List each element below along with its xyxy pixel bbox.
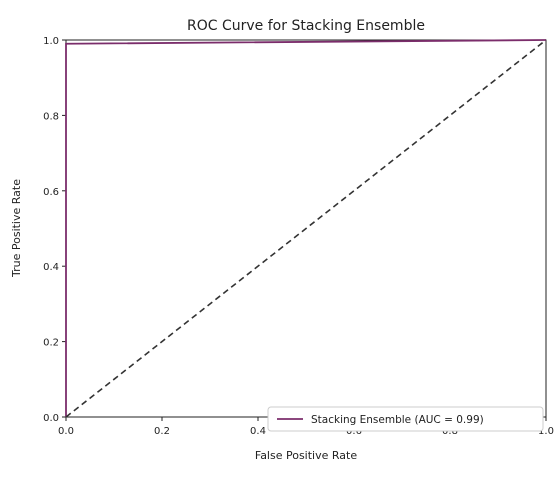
series-group xyxy=(65,39,547,418)
legend: Stacking Ensemble (AUC = 0.99) xyxy=(267,406,544,432)
roc-curve-line xyxy=(65,39,547,417)
x-tick-label: 0.4 xyxy=(250,426,266,437)
legend-label: Stacking Ensemble (AUC = 0.99) xyxy=(311,414,484,426)
x-tick-label: 1.0 xyxy=(538,426,554,437)
y-tick-label: 1.0 xyxy=(43,36,59,47)
y-tick-label: 0.4 xyxy=(43,262,59,273)
y-tick-label: 0.6 xyxy=(43,187,59,198)
y-tick-label: 0.0 xyxy=(43,413,59,424)
y-tick-label: 0.8 xyxy=(43,111,59,122)
axis-ticks: 0.00.20.40.60.81.00.00.20.40.60.81.0 xyxy=(43,36,554,437)
y-axis-label: True Positive Rate xyxy=(10,179,23,278)
x-axis-label: False Positive Rate xyxy=(255,449,357,462)
legend-box xyxy=(267,406,544,432)
x-tick-label: 0.2 xyxy=(154,426,170,437)
chance-line xyxy=(65,39,547,418)
chart-title: ROC Curve for Stacking Ensemble xyxy=(187,18,425,34)
y-tick-label: 0.2 xyxy=(43,338,59,349)
x-tick-label: 0.0 xyxy=(58,426,74,437)
